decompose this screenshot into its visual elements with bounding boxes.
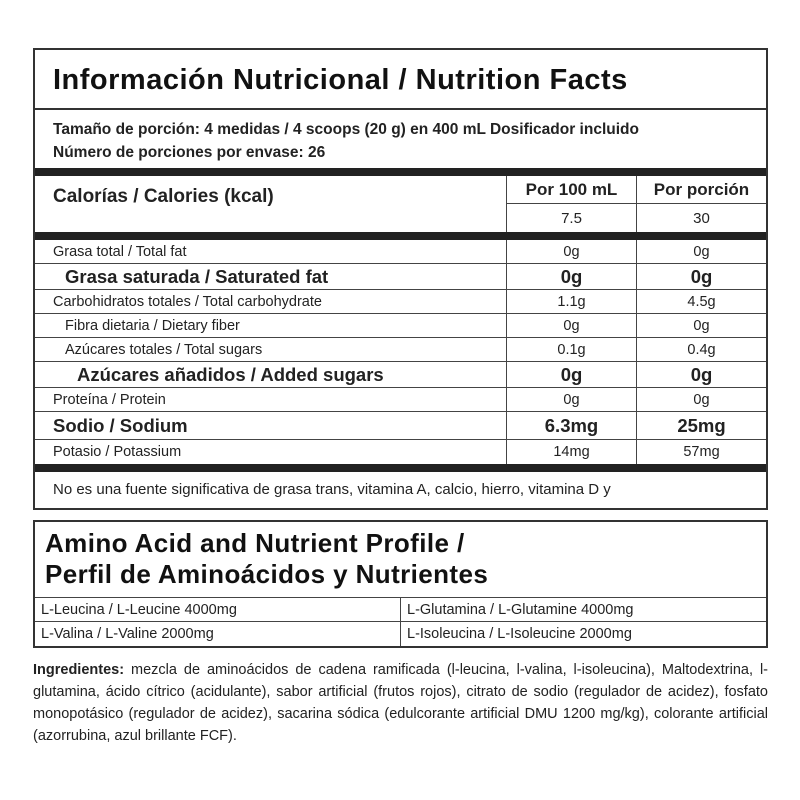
serving-value: 0.4g: [636, 338, 766, 361]
nutrient-label: Proteína / Protein: [53, 391, 166, 408]
nutrient-row: Proteína / Protein 0g 0g: [35, 388, 766, 412]
nutrient-row: Grasa total / Total fat 0g 0g: [35, 240, 766, 264]
nutrient-label: Sodio / Sodium: [53, 414, 188, 436]
amino-row: L-Valina / L-Valine 2000mg L-Isoleucina …: [35, 622, 766, 646]
ingredients: Ingredientes: mezcla de aminoácidos de c…: [33, 659, 768, 747]
nutrient-label: Azúcares añadidos / Added sugars: [77, 363, 384, 385]
per100-value: 0.1g: [506, 338, 636, 361]
calories-perserving: 30: [636, 204, 766, 232]
column-header-perserving: Por porción: [636, 176, 766, 203]
serving-value: 4.5g: [636, 290, 766, 313]
divider-bar: [35, 232, 766, 240]
serving-value: 25mg: [636, 412, 766, 439]
serving-value: 57mg: [636, 440, 766, 464]
per100-value: 0g: [506, 314, 636, 337]
per100-value: 1.1g: [506, 290, 636, 313]
nutrition-facts-panel: Información Nutricional / Nutrition Fact…: [33, 48, 768, 510]
amino-title-line2: Perfil de Aminoácidos y Nutrientes: [45, 559, 489, 589]
amino-item: L-Leucina / L-Leucine 4000mg: [35, 598, 401, 621]
serving-size: Tamaño de porción: 4 medidas / 4 scoops …: [53, 121, 639, 138]
per100-value: 0g: [506, 362, 636, 387]
nutrient-row: Azúcares totales / Total sugars 0.1g 0.4g: [35, 338, 766, 362]
nutrient-label: Grasa total / Total fat: [53, 243, 187, 260]
amino-title: Amino Acid and Nutrient Profile / Perfil…: [35, 522, 766, 598]
nutrient-row: Potasio / Potassium 14mg 57mg: [35, 440, 766, 464]
per100-value: 0g: [506, 388, 636, 411]
amino-title-line1: Amino Acid and Nutrient Profile /: [45, 528, 465, 558]
serving-value: 0g: [636, 388, 766, 411]
footnote: No es una fuente significativa de grasa …: [53, 481, 611, 498]
ingredients-label: Ingredientes:: [33, 662, 125, 678]
serving-value: 0g: [636, 362, 766, 387]
per100-value: 6.3mg: [506, 412, 636, 439]
serving-info: Tamaño de porción: 4 medidas / 4 scoops …: [35, 110, 766, 168]
amino-item: L-Isoleucina / L-Isoleucine 2000mg: [407, 626, 632, 642]
amino-item: L-Glutamina / L-Glutamine 4000mg: [407, 601, 634, 618]
nutrient-rows: Grasa total / Total fat 0g 0g Grasa satura…: [35, 240, 766, 464]
serving-value: 0g: [636, 240, 766, 263]
nutrient-label: Grasa saturada / Saturated fat: [65, 265, 329, 287]
nutrient-label: Fibra dietaria / Dietary fiber: [65, 317, 240, 334]
amino-row: L-Leucina / L-Leucine 4000mg L-Glutamina…: [35, 598, 766, 622]
nutrient-row: Carbohidratos totales / Total carbohydra…: [35, 290, 766, 314]
nutrient-row: Azúcares añadidos / Added sugars 0g 0g: [35, 362, 766, 388]
calories-label: Calorías / Calories (kcal): [53, 186, 274, 207]
nutrition-title: Información Nutricional / Nutrition Fact…: [35, 50, 766, 110]
serving-value: 0g: [636, 314, 766, 337]
nutrient-row: Sodio / Sodium 6.3mg 25mg: [35, 412, 766, 440]
calories-per100: 7.5: [506, 204, 636, 232]
column-header-per100: Por 100 mL: [506, 176, 636, 203]
per100-value: 0g: [506, 264, 636, 289]
divider-bar: [35, 168, 766, 176]
amino-item: L-Valina / L-Valine 2000mg: [35, 622, 401, 646]
per100-value: 0g: [506, 240, 636, 263]
ingredients-text: mezcla de aminoácidos de cadena ramifica…: [33, 662, 768, 744]
servings-per-container: Número de porciones por envase: 26: [53, 144, 326, 161]
serving-value: 0g: [636, 264, 766, 289]
nutrient-label: Potasio / Potassium: [53, 444, 182, 460]
calories-row: Calorías / Calories (kcal) Por 100 mL Po…: [35, 176, 766, 232]
per100-value: 14mg: [506, 440, 636, 464]
nutrient-label: Azúcares totales / Total sugars: [65, 341, 263, 358]
nutrient-row: Grasa saturada / Saturated fat 0g 0g: [35, 264, 766, 290]
nutrient-row: Fibra dietaria / Dietary fiber 0g 0g: [35, 314, 766, 338]
amino-acid-panel: Amino Acid and Nutrient Profile / Perfil…: [33, 520, 768, 648]
divider-bar: [35, 464, 766, 472]
nutrient-label: Carbohidratos totales / Total carbohydra…: [53, 293, 322, 310]
